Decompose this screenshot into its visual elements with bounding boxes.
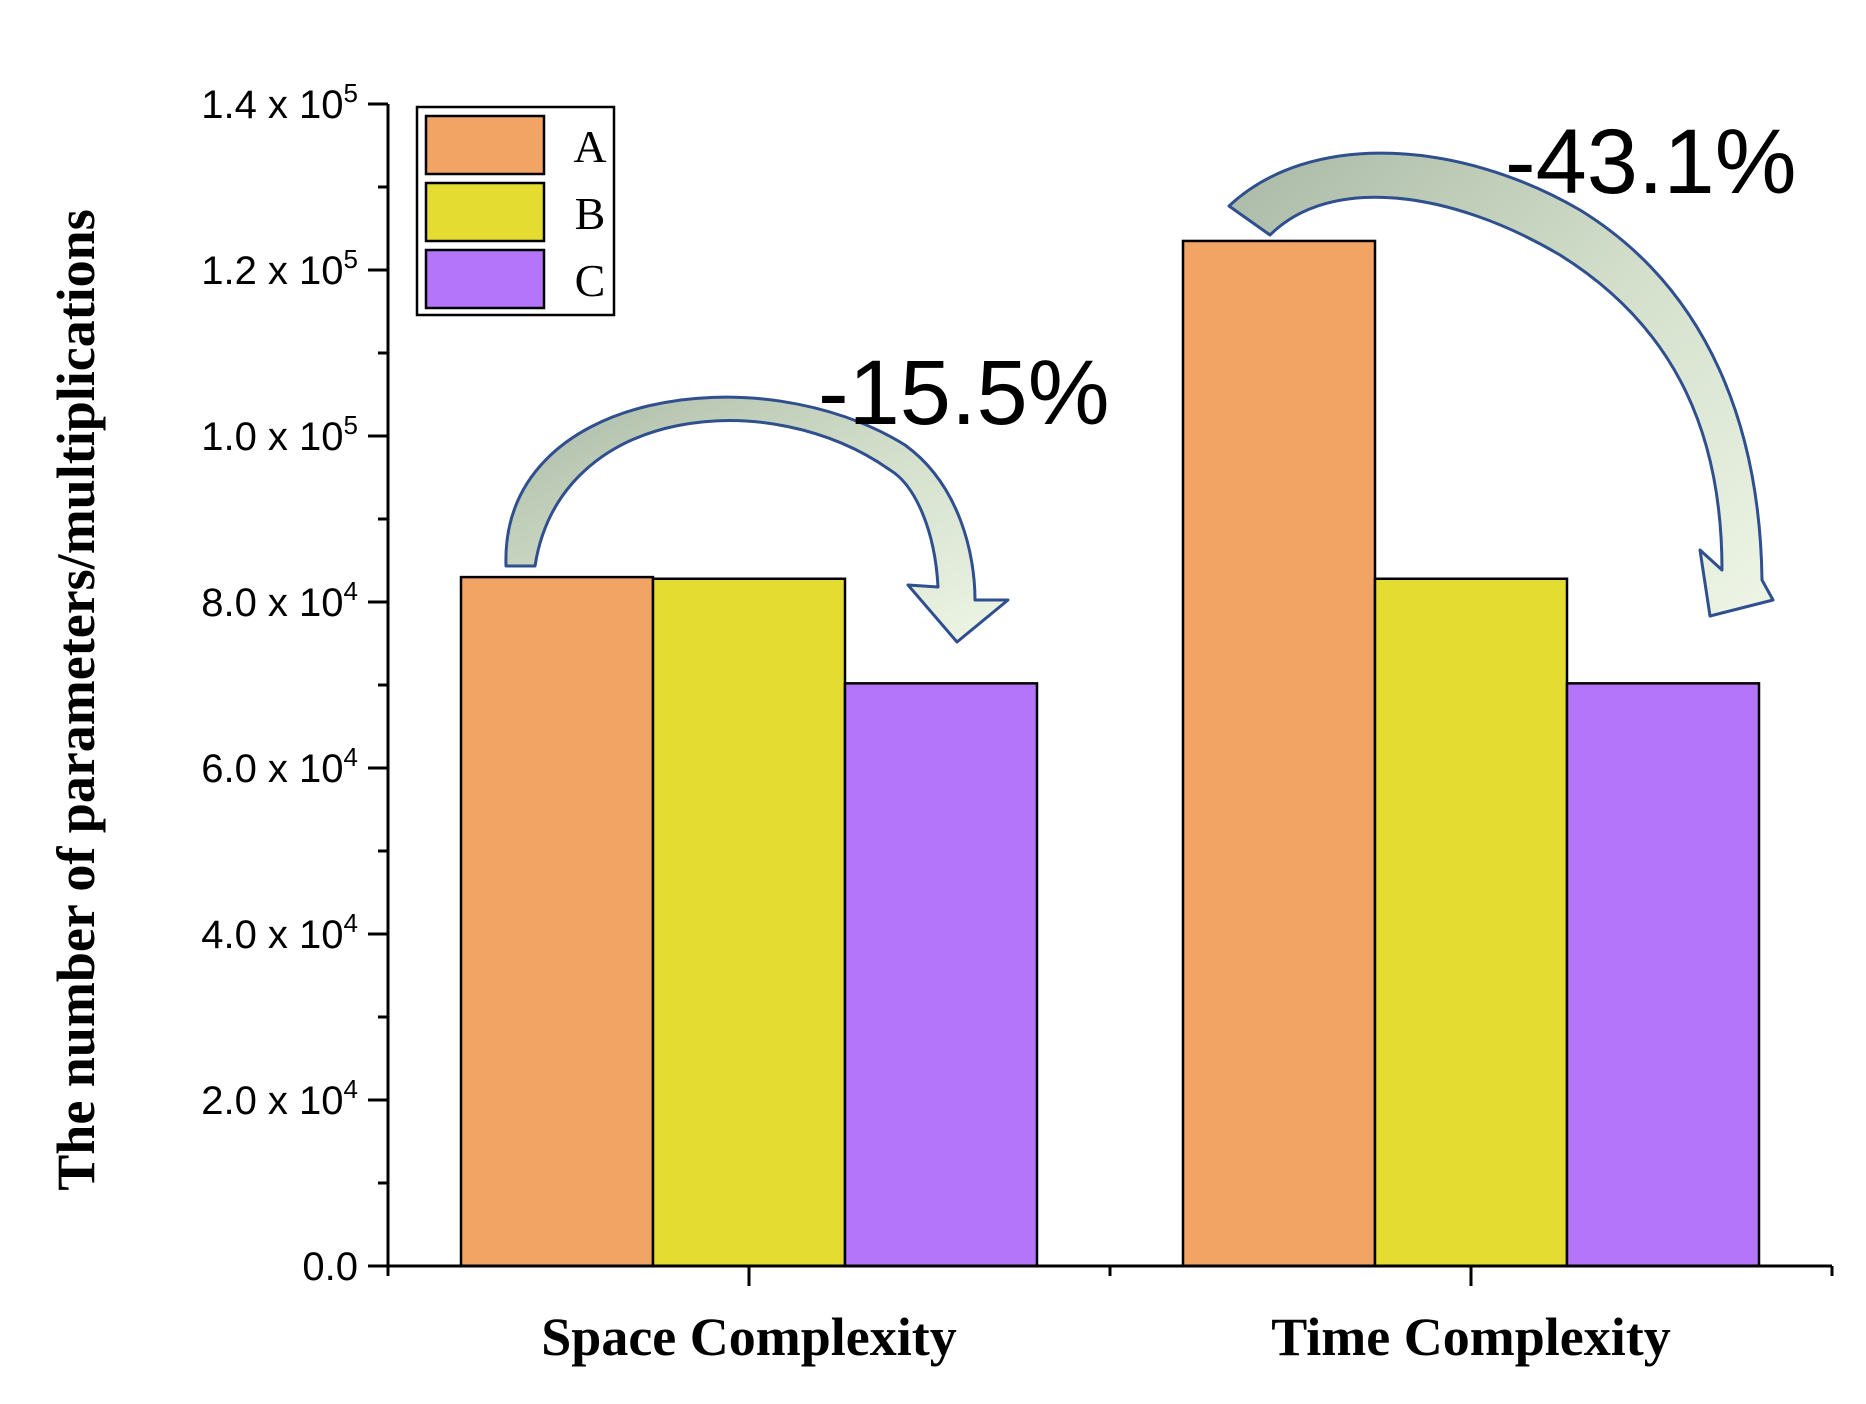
bar-b-space: [651, 577, 847, 1268]
y-tick-label: 2.0 x 104: [201, 1074, 358, 1123]
y-tick-label: 1.2 x 105: [201, 244, 358, 293]
legend-label-c: C: [575, 255, 606, 306]
annotation-time-reduction: -43.1%: [1505, 111, 1797, 213]
y-tick-label: 4.0 x 104: [201, 908, 358, 957]
bars-group: [459, 239, 1761, 1268]
x-category-label: Space Complexity: [541, 1307, 956, 1367]
legend-swatch-c: [424, 248, 546, 310]
bar-b-time: [1373, 577, 1569, 1268]
legend: ABC: [415, 105, 616, 317]
reduction-arrow-time: [1227, 151, 1775, 618]
bar-a-space: [459, 575, 655, 1268]
legend-swatch-a: [424, 114, 546, 176]
y-axis-title: The number of parameters/multiplications: [46, 209, 106, 1190]
legend-label-a: A: [573, 121, 606, 172]
y-tick-label: 0.0: [302, 1245, 358, 1289]
category-labels-group: Space Complexity Time Complexity: [541, 1307, 1670, 1367]
bar-c-time: [1565, 682, 1761, 1268]
annotation-space-reduction: -15.5%: [818, 342, 1110, 444]
y-ticks-group: 0.0 2.0 x 104 4.0 x 104 6.0 x 104 8.0 x 104 1…: [201, 78, 388, 1289]
bar-c-space: [843, 682, 1039, 1268]
reduction-arrow-space: [504, 395, 1010, 644]
y-tick-label: 1.4 x 105: [201, 78, 358, 127]
bar-a-time: [1181, 239, 1377, 1268]
y-tick-label: 1.0 x 105: [201, 410, 358, 459]
legend-label-b: B: [575, 188, 606, 239]
y-tick-label: 8.0 x 104: [201, 576, 358, 625]
legend-swatch-b: [424, 181, 546, 243]
y-tick-label: 6.0 x 104: [201, 742, 358, 791]
x-category-label: Time Complexity: [1271, 1307, 1670, 1367]
